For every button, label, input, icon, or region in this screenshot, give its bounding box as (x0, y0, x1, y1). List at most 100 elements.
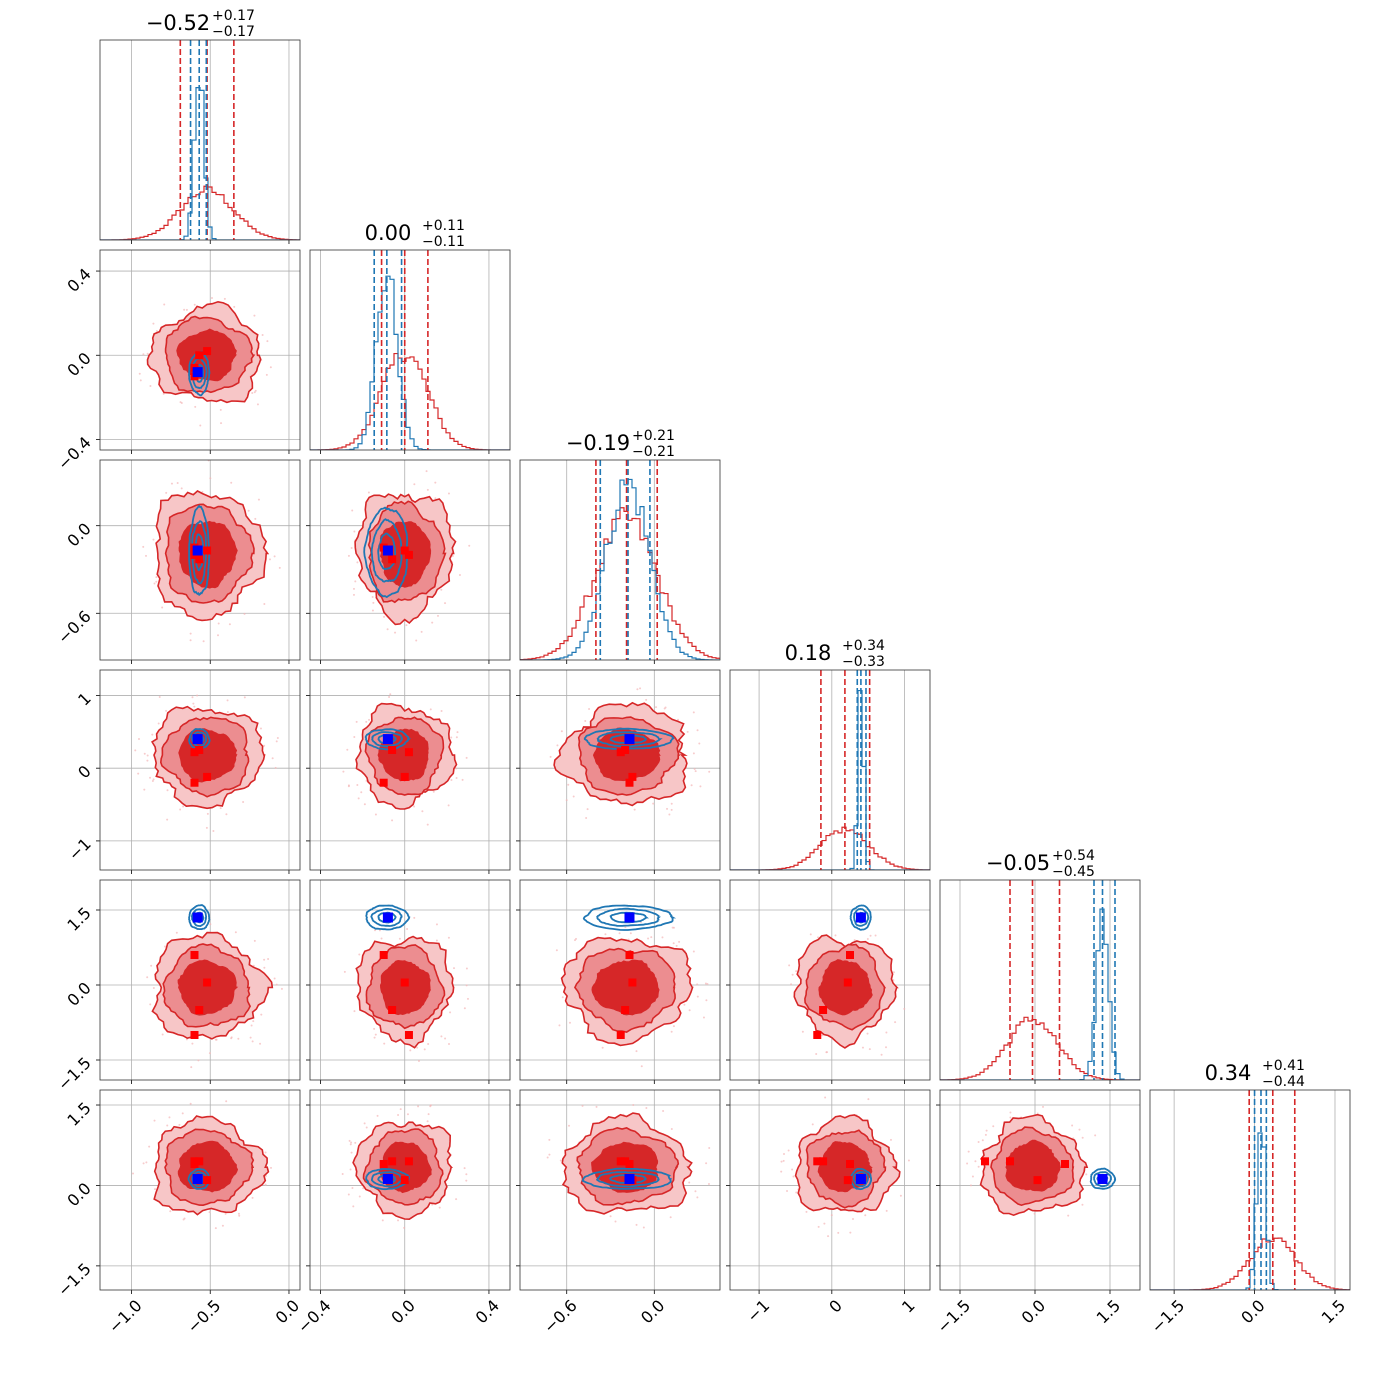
red-sample-point (275, 740, 278, 743)
histogram-content (940, 880, 1140, 1080)
red-sample-point (191, 1042, 194, 1045)
blue-contour-level-2 (371, 731, 403, 748)
red-marker (621, 1157, 630, 1166)
red-sample-point (182, 805, 185, 808)
red-sample-point (252, 1020, 255, 1023)
title-plus: +0.54 (1052, 848, 1095, 864)
red-sample-point (189, 632, 192, 635)
red-sample-point (254, 389, 257, 392)
red-sample-point (595, 1105, 598, 1108)
red-sample-point (353, 735, 356, 738)
red-sample-point (226, 711, 229, 714)
red-sample-point (696, 983, 699, 986)
red-sample-point (861, 1046, 864, 1049)
red-sample-point (149, 776, 152, 779)
blue-contour-level-2 (596, 907, 661, 927)
red-sample-point (274, 766, 277, 769)
y-tick-label: −0.6 (54, 607, 95, 648)
red-sample-point (263, 603, 266, 606)
red-sample-point (801, 1030, 804, 1033)
red-sample-point (661, 936, 664, 939)
red-sample-point (1081, 1203, 1084, 1206)
title-minus: −0.21 (632, 444, 675, 460)
red-sample-point (250, 1024, 253, 1027)
red-sample-point (365, 720, 368, 723)
red-sample-point (853, 939, 856, 942)
panel-content (138, 296, 272, 427)
red-sample-point (254, 517, 257, 520)
red-sample-point (440, 1035, 443, 1038)
red-sample-point (704, 982, 707, 985)
panel-frame (309, 1089, 511, 1291)
red-sample-point (670, 808, 673, 811)
panel-frame (729, 879, 931, 1081)
blue-contour-level-1 (583, 727, 675, 750)
red-sample-point (415, 639, 418, 642)
red-sample-point (219, 408, 222, 411)
panel-content (966, 1105, 1117, 1217)
red-sample-point (827, 1235, 830, 1238)
title-minus: −0.45 (1052, 864, 1095, 880)
panel-content (343, 904, 469, 1063)
red-sample-point (864, 1214, 867, 1217)
red-sample-point (894, 1021, 897, 1024)
blue-marker (855, 912, 866, 923)
red-marker (190, 1031, 199, 1039)
red-sample-point (155, 580, 158, 583)
red-sample-point (678, 940, 681, 943)
red-sample-point (985, 1129, 988, 1132)
red-contour-level-3 (177, 959, 239, 1016)
panel-frame (99, 39, 301, 241)
red-sample-point (355, 720, 358, 723)
red-sample-point (984, 1133, 987, 1136)
red-sample-point (461, 778, 464, 781)
red-sample-point (212, 829, 215, 832)
red-sample-point (176, 482, 179, 485)
red-sample-point (178, 1123, 181, 1126)
red-sample-point (205, 826, 208, 829)
red-sample-point (645, 1106, 648, 1109)
red-sample-point (151, 733, 154, 736)
red-sample-point (636, 688, 639, 691)
title-minus: −0.44 (1262, 1074, 1305, 1090)
panel-frame (99, 879, 301, 1081)
red-sample-point (413, 483, 416, 486)
red-sample-point (672, 1025, 675, 1028)
red-marker (1006, 1157, 1014, 1166)
red-sample-point (425, 470, 428, 473)
red-sample-point (378, 929, 381, 932)
red-sample-point (788, 964, 791, 967)
red-sample-point (153, 582, 156, 585)
red-sample-point (268, 558, 271, 561)
red-sample-point (373, 1036, 376, 1039)
red-sample-point (694, 770, 697, 773)
red-sample-point (1067, 1214, 1070, 1217)
y-tick-label: −1 (65, 834, 95, 864)
scatter-panel-6-5 (936, 1089, 1141, 1294)
red-sample-point (155, 330, 158, 333)
histogram-content (730, 670, 930, 870)
red-sample-point (635, 1050, 638, 1053)
red-sample-point (556, 744, 559, 747)
red-sample-point (672, 942, 675, 945)
red-sample-point (224, 1212, 227, 1215)
red-sample-point (450, 736, 453, 739)
blue-contour-level-2 (190, 908, 208, 928)
red-sample-point (640, 1065, 643, 1068)
x-tick-label: −0.6 (540, 1296, 581, 1337)
red-sample-point (866, 1032, 869, 1035)
red-sample-point (134, 749, 137, 752)
red-marker (616, 748, 625, 757)
red-sample-point (815, 1053, 818, 1056)
red-sample-point (824, 1096, 827, 1099)
blue-contour-level-1 (364, 728, 411, 751)
red-sample-point (686, 730, 689, 733)
y-tick-label: 0.0 (63, 349, 94, 380)
red-sample-point (353, 1010, 356, 1013)
red-sample-point (450, 778, 453, 781)
red-sample-point (371, 609, 374, 612)
title-plus: +0.41 (1262, 1058, 1305, 1074)
red-sample-point (560, 730, 563, 733)
red-sample-point (406, 1113, 409, 1116)
red-histogram (730, 826, 930, 870)
